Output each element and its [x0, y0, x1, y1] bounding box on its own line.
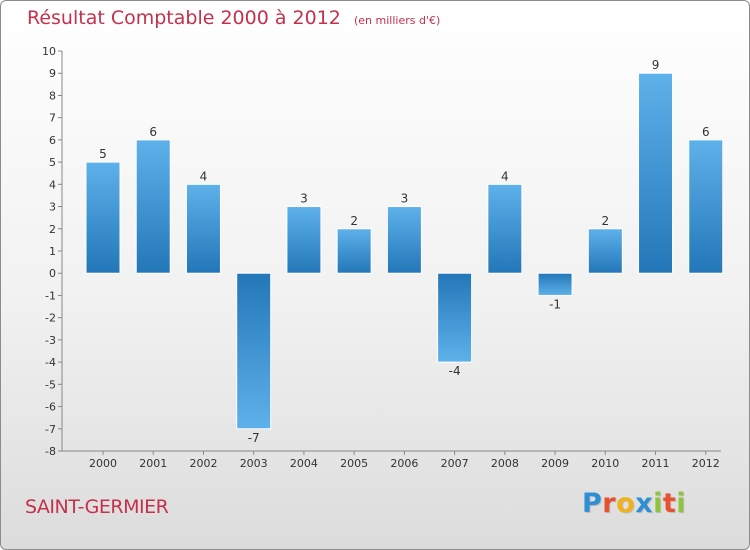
value-label-2009: -1: [549, 297, 561, 311]
value-label-2005: 2: [350, 214, 358, 228]
y-tick-label: 4: [49, 178, 56, 191]
logo-letter: x: [635, 488, 654, 519]
bar-2005: [336, 228, 372, 274]
logo-letter: r: [602, 488, 617, 519]
y-tick-label: -8: [45, 445, 56, 458]
y-tick-label: -2: [45, 312, 56, 325]
x-tick-label-2006: 2006: [390, 457, 418, 470]
value-label-2002: 4: [200, 169, 208, 183]
chart-title-row: Résultat Comptable 2000 à 2012 (en milli…: [27, 7, 440, 29]
value-label-2001: 6: [149, 125, 157, 139]
x-tick-label-2000: 2000: [89, 457, 117, 470]
bar-2000: [85, 161, 121, 274]
x-tick-label-2004: 2004: [290, 457, 318, 470]
proxiti-logo: Proxiti: [582, 488, 686, 519]
logo-letter: P: [582, 488, 603, 519]
y-tick-label: -1: [45, 289, 56, 302]
chart-value-labels: 5 6 4 -7 3 2 3 -4 4 -1 2 9 6: [99, 58, 709, 445]
bar-2004: [286, 206, 322, 274]
y-tick-label: 8: [49, 89, 56, 102]
bar-2010: [587, 228, 623, 274]
bar-2003: [236, 272, 272, 430]
x-tick-label-2012: 2012: [692, 457, 720, 470]
value-label-2010: 2: [601, 214, 609, 228]
value-label-2003: -7: [248, 431, 260, 445]
chart-title: Résultat Comptable 2000 à 2012: [27, 7, 341, 29]
y-tick-label: -3: [45, 334, 56, 347]
bar-2009: [537, 272, 573, 296]
bar-2006: [386, 206, 422, 274]
y-tick-label: -6: [45, 401, 56, 414]
y-tick-label: 5: [49, 156, 56, 169]
y-tick-label: 3: [49, 201, 56, 214]
logo-letter: i: [676, 488, 687, 519]
x-tick-label-2005: 2005: [340, 457, 368, 470]
y-tick-label: -7: [45, 423, 56, 436]
logo-letter: t: [662, 488, 677, 519]
bar-2012: [688, 139, 724, 274]
x-tick-label-2007: 2007: [441, 457, 469, 470]
y-tick-label: 10: [42, 45, 56, 58]
y-tick-label: -5: [45, 378, 56, 391]
bar-2011: [638, 72, 674, 274]
x-tick-label-2001: 2001: [139, 457, 167, 470]
bar-2007: [437, 272, 473, 363]
bar-2008: [487, 183, 523, 274]
y-tick-label: 0: [49, 267, 56, 280]
value-label-2006: 3: [401, 192, 409, 206]
bar-2002: [185, 183, 221, 274]
chart-bars: [85, 72, 724, 430]
value-label-2004: 3: [300, 192, 308, 206]
value-label-2007: -4: [449, 364, 461, 378]
value-label-2008: 4: [501, 169, 509, 183]
x-tick-label-2011: 2011: [642, 457, 670, 470]
y-tick-label: 9: [49, 67, 56, 80]
logo-letter: i: [653, 488, 663, 519]
y-tick-label: -4: [45, 356, 56, 369]
logo-letter: o: [616, 488, 636, 519]
bar-2001: [135, 139, 171, 274]
x-tick-label-2008: 2008: [491, 457, 519, 470]
y-tick-label: 1: [49, 245, 56, 258]
y-tick-label: 6: [49, 134, 56, 147]
x-tick-label-2003: 2003: [240, 457, 268, 470]
x-tick-label-2010: 2010: [591, 457, 619, 470]
x-tick-label-2009: 2009: [541, 457, 569, 470]
commune-name: SAINT-GERMIER: [25, 496, 169, 518]
y-tick-label: 7: [49, 112, 56, 125]
x-tick-label-2002: 2002: [189, 457, 217, 470]
value-label-2011: 9: [652, 58, 660, 72]
y-tick-label: 2: [49, 223, 56, 236]
chart-subtitle: (en milliers d'€): [353, 14, 441, 27]
value-label-2012: 6: [702, 125, 710, 139]
value-label-2000: 5: [99, 147, 107, 161]
